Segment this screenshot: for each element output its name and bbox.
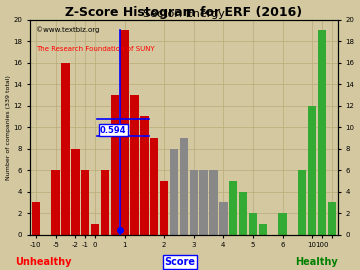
Bar [81,170,89,235]
Text: Sector: Energy: Sector: Energy [143,9,225,19]
Bar [140,116,149,235]
Bar [51,170,60,235]
Bar [190,170,198,235]
Bar [32,202,40,235]
Text: Score: Score [165,257,195,267]
Bar [101,170,109,235]
Text: Unhealthy: Unhealthy [15,257,71,267]
Bar [91,224,99,235]
Bar [229,181,237,235]
Bar [61,63,70,235]
Bar [278,213,287,235]
Bar [239,192,247,235]
Text: 0.594: 0.594 [100,126,126,134]
Bar [209,170,218,235]
Bar [249,213,257,235]
Bar [180,138,188,235]
Bar [111,95,119,235]
Bar [199,170,208,235]
Bar [160,181,168,235]
Bar [298,170,306,235]
Bar [219,202,228,235]
Text: The Research Foundation of SUNY: The Research Foundation of SUNY [36,46,155,52]
Bar [170,149,178,235]
Bar [318,31,326,235]
Bar [121,31,129,235]
Y-axis label: Number of companies (339 total): Number of companies (339 total) [5,75,10,180]
Bar [130,95,139,235]
Bar [308,106,316,235]
Bar [328,202,336,235]
Text: Healthy: Healthy [296,257,338,267]
Bar [71,149,80,235]
Title: Z-Score Histogram for ERF (2016): Z-Score Histogram for ERF (2016) [65,6,302,19]
Bar [258,224,267,235]
Bar [150,138,158,235]
Text: ©www.textbiz.org: ©www.textbiz.org [36,26,99,33]
